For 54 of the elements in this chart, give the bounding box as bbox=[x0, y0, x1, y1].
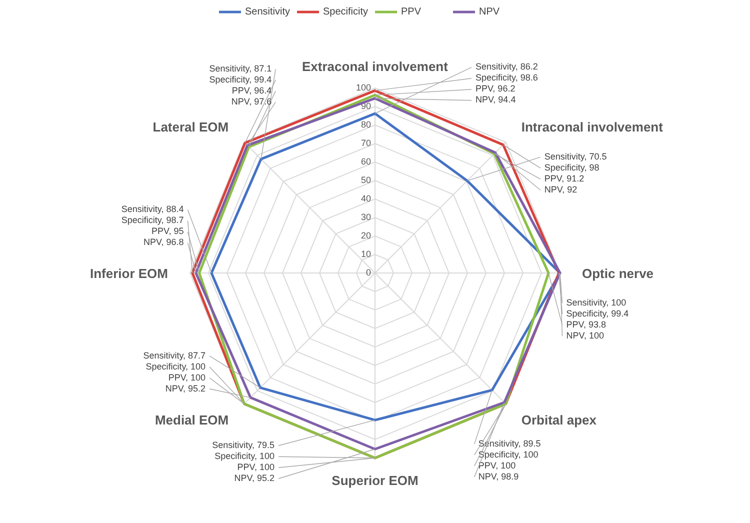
spoke-label: Intraconal involvement bbox=[521, 120, 664, 135]
data-label: NPV, 96.8 bbox=[144, 237, 184, 248]
data-label: NPV, 95.2 bbox=[165, 383, 206, 394]
data-label: PPV, 93.8 bbox=[566, 320, 606, 330]
data-label: Sensitivity, 70.5 bbox=[544, 151, 607, 162]
legend-label: NPV bbox=[479, 6, 500, 18]
data-label: NPV, 95.2 bbox=[234, 473, 274, 484]
data-label: NPV, 92 bbox=[544, 184, 578, 194]
y-tick-label: 100 bbox=[356, 82, 371, 92]
data-label: PPV, 100 bbox=[168, 372, 206, 382]
spoke-label: Inferior EOM bbox=[90, 266, 168, 281]
data-label: Specificity, 99.4 bbox=[566, 308, 629, 319]
spoke-label: Superior EOM bbox=[332, 473, 418, 488]
y-tick-label: 10 bbox=[360, 248, 371, 259]
data-label: PPV, 95 bbox=[152, 226, 184, 236]
data-label: Sensitivity, 86.2 bbox=[476, 62, 538, 72]
data-label: Sensitivity, 100 bbox=[566, 298, 626, 308]
spoke-label: Orbital apex bbox=[521, 412, 598, 428]
y-tick-label: 50 bbox=[360, 174, 371, 185]
data-label: Specificity, 98.7 bbox=[121, 215, 184, 226]
data-label: Sensitivity, 88.4 bbox=[121, 204, 184, 214]
data-label: Sensitivity, 87.7 bbox=[143, 350, 206, 360]
data-label: Specificity, 98.6 bbox=[476, 72, 538, 83]
y-tick-label: 60 bbox=[360, 156, 371, 166]
data-label: NPV, 94.4 bbox=[476, 94, 516, 105]
y-tick-label: 40 bbox=[360, 193, 371, 204]
data-label: Sensitivity, 87.1 bbox=[209, 63, 272, 74]
data-label: PPV, 100 bbox=[237, 462, 274, 472]
data-label: Sensitivity, 79.5 bbox=[212, 440, 274, 450]
data-label: PPV, 96.2 bbox=[476, 84, 516, 94]
y-tick-label: 70 bbox=[360, 138, 371, 148]
legend-label: PPV bbox=[401, 6, 422, 18]
data-label: NPV, 97.6 bbox=[231, 96, 272, 106]
y-tick-label: 30 bbox=[360, 212, 371, 222]
data-label: Specificity, 100 bbox=[478, 449, 538, 460]
data-label: Specificity, 99.4 bbox=[209, 74, 272, 84]
data-label: NPV, 98.9 bbox=[478, 471, 519, 482]
data-label: PPV, 100 bbox=[478, 460, 516, 470]
data-label: PPV, 96.4 bbox=[232, 85, 272, 96]
data-label: Sensitivity, 89.5 bbox=[478, 438, 541, 448]
spoke-label: Lateral EOM bbox=[152, 120, 229, 135]
spoke-label: Extraconal involvement bbox=[302, 59, 449, 74]
spoke-label: Medial EOM bbox=[154, 412, 229, 428]
data-label: Specificity, 98 bbox=[544, 162, 600, 172]
data-label: NPV, 100 bbox=[566, 330, 604, 341]
data-label: Specificity, 100 bbox=[214, 451, 274, 462]
spoke-label: Optic nerve bbox=[582, 266, 654, 281]
y-tick-label: 20 bbox=[360, 230, 371, 240]
legend-label: Specificity bbox=[323, 6, 368, 18]
data-label: Specificity, 100 bbox=[146, 361, 206, 372]
y-tick-label: 0 bbox=[366, 267, 371, 278]
y-tick-label: 80 bbox=[360, 119, 371, 130]
legend-label: Sensitivity bbox=[245, 6, 290, 18]
data-label: PPV, 91.2 bbox=[544, 173, 584, 184]
